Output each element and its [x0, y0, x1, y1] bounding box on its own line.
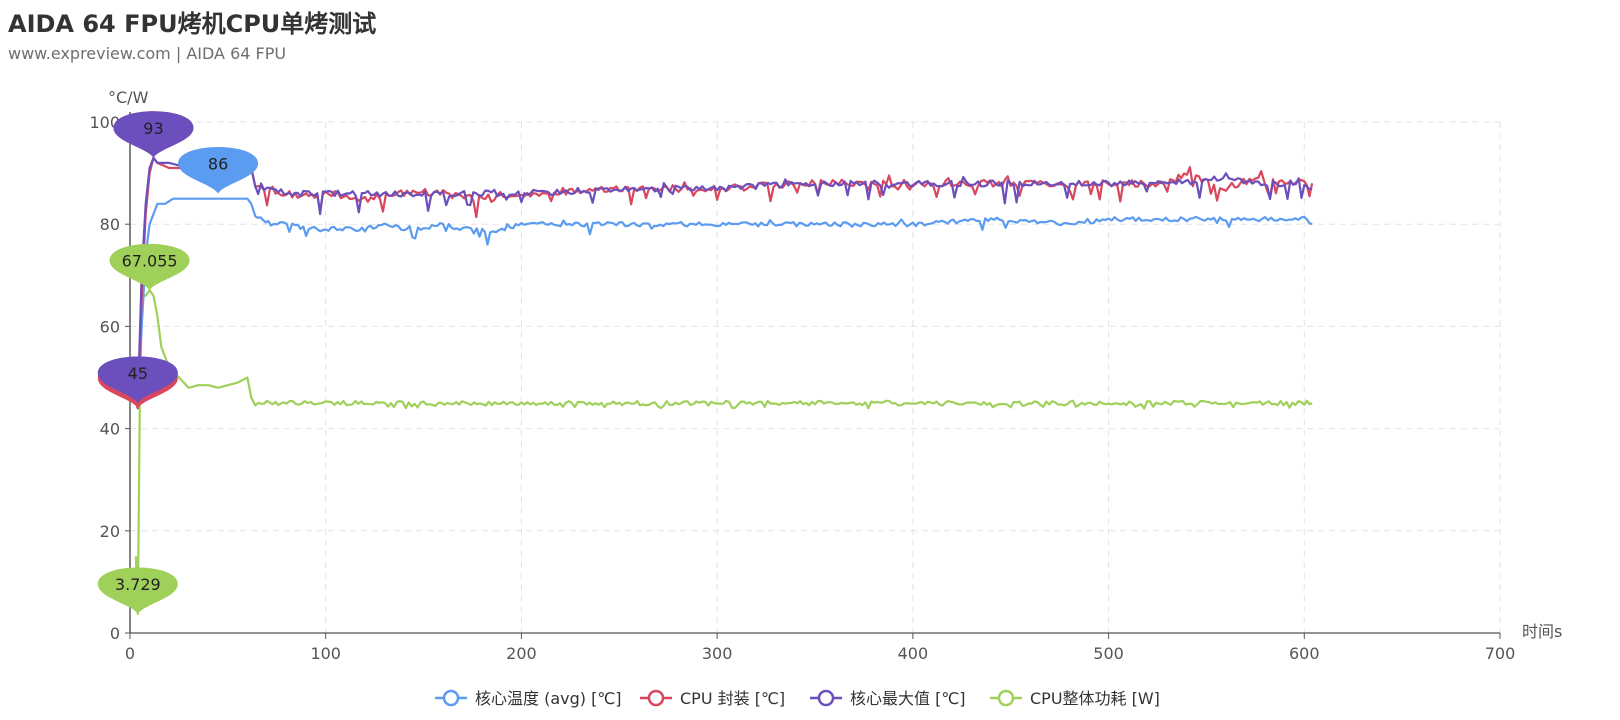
legend-item[interactable]: 核心温度 (avg) [℃]	[435, 689, 622, 708]
series-lines	[134, 156, 1314, 615]
marker-pin: 67.055	[109, 243, 190, 291]
legend-symbol[interactable]	[817, 689, 835, 707]
marker-pin-shape	[97, 567, 178, 614]
y-tick-label: 60	[100, 317, 120, 336]
legend-symbol[interactable]	[442, 689, 460, 707]
series-line	[134, 289, 1313, 615]
marker-pin: 45	[97, 356, 178, 404]
x-tick-label: 700	[1485, 644, 1516, 663]
series-line	[135, 156, 1313, 405]
y-axis-label: °C/W	[108, 88, 149, 107]
marker-pin: 93	[113, 111, 194, 158]
marker-pin-label: 3.729	[115, 575, 161, 594]
chart-subtitle: www.expreview.com | AIDA 64 FPU	[8, 44, 287, 63]
marker-pin-shape	[97, 356, 178, 404]
y-tick-label: 100	[89, 113, 120, 132]
legend-symbol[interactable]	[997, 689, 1015, 707]
y-tick-label: 20	[100, 522, 120, 541]
legend[interactable]: 核心温度 (avg) [℃] CPU 封装 [℃] 核心最大值 [℃] CPU整体功耗…	[435, 689, 1160, 708]
x-tick-label: 300	[702, 644, 733, 663]
marker-pin-label: 67.055	[122, 251, 178, 270]
x-tick-label: 500	[1093, 644, 1124, 663]
x-tick-label: 200	[506, 644, 537, 663]
x-tick-label: 400	[898, 644, 929, 663]
series-line	[134, 197, 1313, 410]
y-tick-label: 80	[100, 215, 120, 234]
legend-item[interactable]: CPU 封装 [℃]	[640, 689, 785, 708]
marker-pin: 86	[178, 147, 259, 194]
marker-pin-label: 86	[208, 155, 228, 174]
marker-pin-shape	[178, 147, 259, 194]
marker-pin-shape	[109, 243, 190, 291]
legend-label[interactable]: 核心最大值 [℃]	[850, 689, 966, 708]
legend-symbol[interactable]	[647, 689, 665, 707]
x-tick-label: 600	[1289, 644, 1320, 663]
marker-pin-label: 45	[128, 364, 148, 383]
grid-lines	[130, 121, 1501, 633]
x-tick-label: 100	[310, 644, 341, 663]
legend-item[interactable]: CPU整体功耗 [W]	[990, 689, 1160, 708]
y-tick-label: 0	[110, 624, 120, 643]
marker-pin-label: 93	[143, 119, 163, 138]
x-axis-label: 时间s	[1522, 622, 1562, 641]
axes: 0 100 200 300 400 500 600 700 0 20 40 60 80 100 °C/W 时间…	[89, 88, 1562, 663]
marker-pin-shape	[113, 111, 194, 158]
legend-label[interactable]: CPU 封装 [℃]	[680, 689, 785, 708]
legend-label[interactable]: CPU整体功耗 [W]	[1030, 689, 1160, 708]
marker-pin: 3.729	[97, 567, 178, 614]
x-tick-label: 0	[125, 644, 135, 663]
legend-item[interactable]: 核心最大值 [℃]	[810, 689, 966, 708]
y-tick-label: 40	[100, 420, 120, 439]
chart-title: AIDA 64 FPU烤机CPU单烤测试	[8, 10, 377, 38]
legend-label[interactable]: 核心温度 (avg) [℃]	[475, 689, 622, 708]
